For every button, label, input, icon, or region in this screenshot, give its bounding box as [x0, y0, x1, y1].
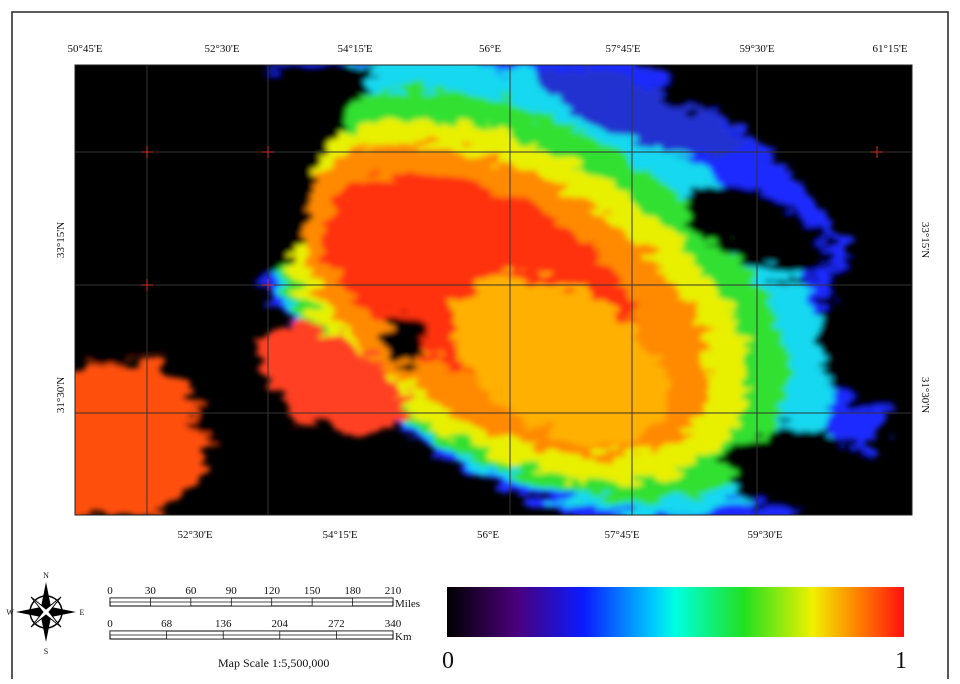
km-segment: [109, 630, 167, 636]
miles-unit: Miles: [395, 598, 420, 610]
km-segment: [222, 630, 281, 636]
km-tick-label: 136: [215, 618, 232, 630]
compass-s: S: [44, 647, 48, 656]
bottom-lon-label: 56°E: [477, 529, 499, 541]
miles-tick-label: 90: [226, 585, 238, 597]
scale-text: Map Scale 1:5,500,000: [218, 656, 329, 670]
bottom-lon-label: 57°45'E: [604, 529, 639, 541]
miles-segment: [230, 601, 273, 607]
km-tick-label: 340: [385, 618, 402, 630]
top-lon-label: 61°15'E: [872, 43, 907, 55]
miles-tick-label: 60: [185, 585, 197, 597]
right-lat-label: 31°30'N: [919, 377, 931, 413]
km-tick-label: 204: [272, 618, 289, 630]
km-segment: [336, 630, 394, 636]
km-tick-label: 272: [328, 618, 345, 630]
miles-tick-label: 180: [344, 585, 361, 597]
top-lon-label: 52°30'E: [204, 43, 239, 55]
compass-e: E: [80, 608, 85, 617]
miles-segment: [109, 597, 151, 603]
top-lon-label: 56°E: [479, 43, 501, 55]
raster: [75, 65, 912, 515]
miles-segment: [271, 597, 313, 603]
miles-segment: [311, 601, 353, 607]
compass: N E S W: [6, 571, 84, 656]
miles-segment: [150, 601, 192, 607]
km-tick-label: 68: [161, 618, 173, 630]
right-lat-label: 33°15'N: [919, 222, 931, 258]
km-tick-label: 0: [107, 618, 113, 630]
bottom-lon-label: 54°15'E: [322, 529, 357, 541]
compass-n: N: [43, 571, 49, 580]
miles-segment: [352, 597, 394, 603]
color-ramp: [447, 587, 904, 637]
top-lon-label: 50°45'E: [67, 43, 102, 55]
top-lon-label: 54°15'E: [337, 43, 372, 55]
bottom-lon-label: 59°30'E: [747, 529, 782, 541]
legend-max: 1: [895, 648, 907, 674]
left-lat-label: 31°30'N: [55, 377, 67, 413]
km-segment: [166, 634, 224, 640]
miles-tick-label: 150: [304, 585, 321, 597]
legend-min: 0: [442, 648, 454, 674]
miles-tick-label: 30: [145, 585, 157, 597]
map-border: [74, 64, 913, 516]
miles-tick-label: 210: [385, 585, 402, 597]
miles-tick-label: 0: [107, 585, 113, 597]
compass-w: W: [6, 608, 14, 617]
left-lat-label: 33°15'N: [55, 222, 67, 258]
miles-tick-label: 120: [263, 585, 280, 597]
frame: [11, 11, 949, 679]
km-unit: Km: [395, 631, 412, 643]
top-lon-label: 57°45'E: [605, 43, 640, 55]
bottom-lon-label: 52°30'E: [177, 529, 212, 541]
km-segment: [279, 634, 337, 640]
top-lon-label: 59°30'E: [739, 43, 774, 55]
miles-segment: [190, 597, 232, 603]
